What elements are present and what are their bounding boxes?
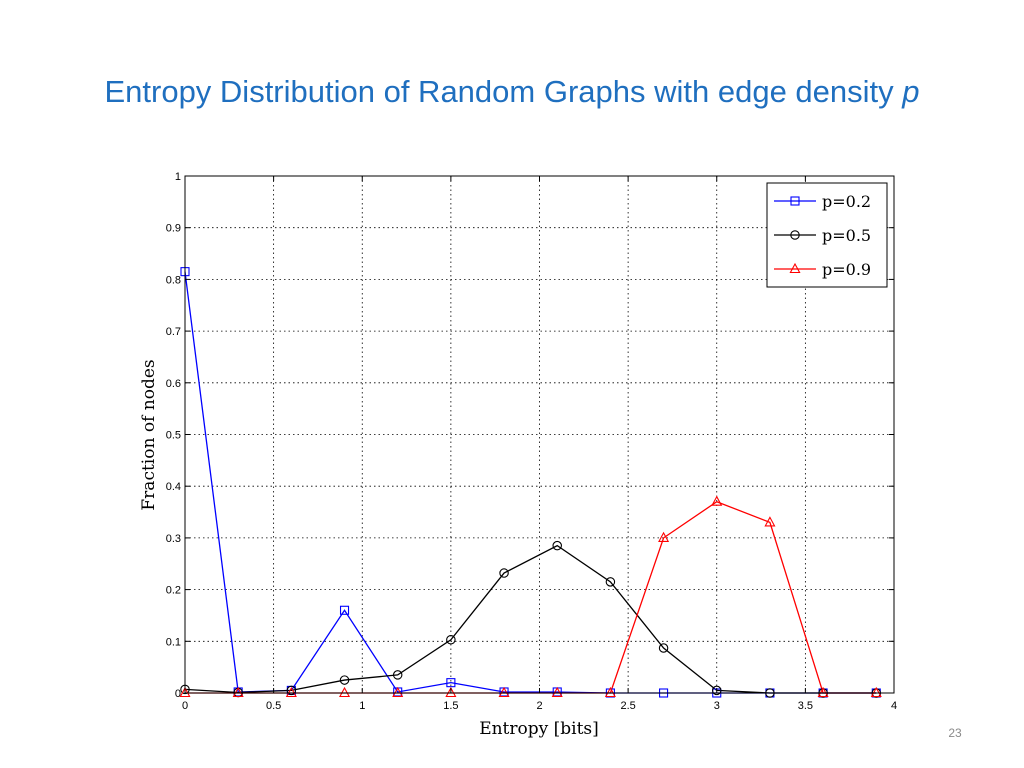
y-tick-label: 0.7 — [166, 326, 181, 338]
data-point-series-2 — [392, 670, 403, 680]
y-tick-label: 0 — [175, 688, 181, 700]
page-number: 23 — [948, 726, 962, 740]
data-point-series-1 — [339, 605, 350, 615]
data-point-series-2 — [339, 675, 350, 685]
y-tick-label: 0.9 — [166, 223, 181, 235]
x-tick-label: 2 — [536, 700, 542, 712]
x-axis-label: Entropy [bits] — [479, 719, 599, 739]
axis-tick-labels: 0 0.5 1 1.5 2 2.5 3 3.5 4 0 0.1 0.2 0.3 0.4 0.5 0.6 0.7 0… — [166, 171, 897, 712]
data-point-series-2 — [711, 685, 722, 696]
legend: p=0.2 p=0.5 p=0.9 — [766, 182, 888, 288]
y-tick-label: 0.8 — [166, 274, 181, 286]
data-point-series-3 — [498, 686, 510, 698]
y-tick-label: 0.5 — [166, 430, 181, 442]
data-point-series-3 — [870, 686, 882, 698]
data-point-series-3 — [711, 495, 723, 506]
data-point-legend-entry-1 — [790, 196, 800, 206]
x-tick-label: 3.5 — [798, 700, 813, 712]
series-markers — [179, 267, 882, 698]
data-point-series-2 — [286, 685, 297, 696]
data-point-legend-entry-3 — [789, 262, 801, 274]
data-point-series-3 — [445, 686, 457, 698]
x-tick-label: 2.5 — [620, 700, 635, 712]
y-tick-label: 0.1 — [166, 636, 181, 648]
data-point-series-2 — [605, 577, 616, 587]
slide-title: Entropy Distribution of Random Graphs wi… — [0, 74, 1024, 110]
data-point-series-3 — [658, 531, 670, 542]
data-point-series-2 — [658, 643, 669, 653]
data-point-series-3 — [339, 686, 351, 698]
slide-title-variable: p — [902, 74, 920, 109]
legend-entry-2-label: p=0.5 — [822, 226, 871, 245]
data-point-series-3 — [179, 686, 191, 698]
data-point-series-3 — [604, 686, 616, 698]
legend-entry-1-label: p=0.2 — [822, 192, 871, 211]
data-point-series-1 — [446, 678, 456, 688]
slide-title-text: Entropy Distribution of Random Graphs wi… — [104, 74, 903, 109]
legend-entry-3-label: p=0.9 — [822, 260, 871, 279]
x-tick-label: 1 — [359, 700, 365, 712]
y-tick-label: 0.2 — [166, 585, 181, 597]
axis-ticks — [184, 175, 895, 694]
data-point-series-3 — [764, 516, 776, 527]
y-tick-label: 0.4 — [166, 481, 181, 493]
data-point-series-3 — [392, 686, 404, 698]
x-tick-label: 0.5 — [266, 700, 281, 712]
y-tick-label: 1 — [175, 171, 181, 183]
data-point-series-2 — [446, 634, 456, 645]
x-tick-label: 0 — [182, 700, 188, 712]
x-tick-label: 3 — [714, 700, 720, 712]
y-tick-label: 0.6 — [166, 378, 181, 390]
data-point-legend-entry-2 — [790, 230, 800, 240]
data-point-series-3 — [232, 686, 244, 698]
y-axis-label: Fraction of nodes — [139, 359, 159, 510]
y-tick-label: 0.3 — [166, 533, 181, 545]
x-tick-label: 1.5 — [443, 700, 458, 712]
data-point-series-2 — [552, 540, 562, 551]
data-point-series-3 — [817, 686, 829, 698]
data-point-series-2 — [499, 568, 509, 578]
x-tick-label: 4 — [891, 700, 897, 712]
data-point-series-3 — [551, 686, 563, 698]
data-point-series-3 — [285, 686, 297, 698]
